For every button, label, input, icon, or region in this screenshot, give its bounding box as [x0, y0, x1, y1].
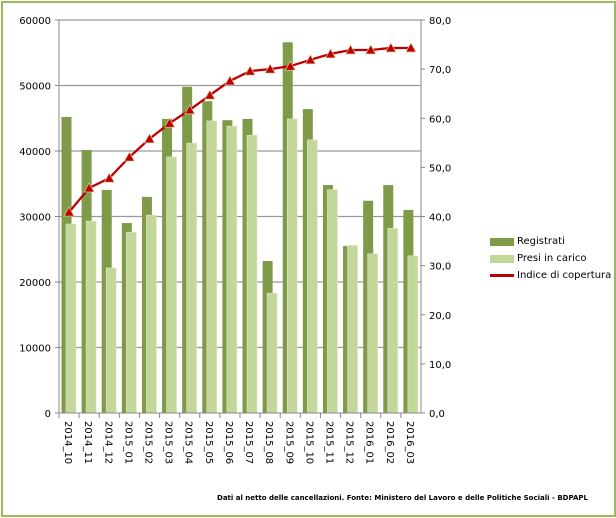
- x-tick-label: 2014_12: [102, 421, 113, 464]
- bar-presi-in-carico: [407, 255, 419, 414]
- y-left-tick-label: 60000: [19, 16, 51, 27]
- bar-presi-in-carico: [166, 156, 177, 414]
- x-tick-label: 2015_03: [163, 421, 174, 464]
- x-tick-label: 2015_07: [243, 421, 254, 464]
- legend: Registrati Presi in carico Indice di cop…: [490, 233, 611, 284]
- marker-indice: [103, 172, 115, 183]
- bar-presi-in-carico: [105, 267, 117, 414]
- x-tick-label: 2015_10: [303, 421, 314, 464]
- x-tick-label: 2015_12: [344, 421, 355, 464]
- marker-indice: [123, 151, 135, 162]
- legend-label: Indice di copertura: [517, 270, 612, 281]
- x-tick-label: 2015_01: [122, 421, 133, 464]
- marker-indice: [264, 63, 276, 74]
- bar-presi-in-carico: [126, 231, 137, 414]
- marker-indice: [345, 44, 357, 55]
- x-tick-label: 2015_06: [223, 421, 234, 464]
- bar-presi-in-carico: [327, 189, 338, 414]
- line-indice-di-copertura: [68, 46, 411, 213]
- bar-presi-in-carico: [206, 120, 218, 414]
- y-right-tick-label: 30,0: [429, 262, 451, 273]
- legend-item-indice: Indice di copertura: [490, 267, 611, 284]
- legend-item-registrati: Registrati: [490, 233, 611, 250]
- bar-presi-in-carico: [307, 139, 318, 414]
- y-right-tick-label: 70,0: [429, 65, 451, 76]
- marker-indice: [224, 75, 236, 86]
- y-right-tick-label: 20,0: [429, 311, 451, 322]
- x-tick-label: 2014_10: [62, 421, 73, 464]
- bar-presi-in-carico: [347, 245, 358, 414]
- bar-presi-in-carico: [146, 214, 157, 414]
- legend-item-presi: Presi in carico: [490, 250, 611, 267]
- x-tick-label: 2016_01: [364, 421, 375, 464]
- marker-indice: [184, 104, 196, 115]
- y-right-tick-label: 10,0: [429, 360, 451, 371]
- x-tick-label: 2014_11: [82, 421, 93, 464]
- x-tick-label: 2015_05: [203, 421, 214, 464]
- marker-indice: [83, 182, 95, 193]
- y-left-tick-label: 30000: [19, 213, 51, 224]
- bar-presi-in-carico: [367, 253, 378, 414]
- x-tick-label: 2015_02: [143, 421, 154, 464]
- marker-indice: [324, 48, 337, 59]
- bar-presi-in-carico: [65, 223, 77, 414]
- legend-label: Presi in carico: [517, 253, 587, 264]
- legend-swatch: [490, 237, 514, 246]
- legend-swatch: [490, 274, 514, 277]
- x-tick-label: 2016_03: [404, 421, 415, 464]
- y-right-tick-label: 0,0: [429, 409, 445, 420]
- y-right-tick-label: 40,0: [429, 213, 451, 224]
- y-right-tick-label: 60,0: [429, 114, 451, 125]
- y-right-tick-label: 50,0: [429, 163, 451, 174]
- bar-presi-in-carico: [226, 125, 238, 414]
- bar-presi-in-carico: [186, 142, 197, 414]
- x-tick-label: 2015_04: [183, 421, 194, 464]
- marker-indice: [244, 65, 256, 76]
- y-left-tick-label: 0: [45, 409, 51, 420]
- marker-indice: [304, 54, 316, 65]
- footnote: Dati al netto delle cancellazioni. Fonte…: [217, 494, 588, 502]
- y-left-tick-label: 20000: [19, 278, 51, 289]
- marker-indice: [143, 133, 156, 144]
- legend-label: Registrati: [517, 236, 565, 247]
- x-tick-label: 2015_08: [263, 421, 274, 464]
- x-tick-label: 2015_09: [283, 421, 294, 464]
- bar-presi-in-carico: [286, 118, 298, 414]
- marker-indice: [405, 42, 417, 53]
- y-right-tick-label: 80,0: [429, 16, 451, 27]
- marker-indice: [365, 44, 377, 55]
- marker-indice: [63, 206, 75, 217]
- legend-swatch: [490, 254, 514, 263]
- y-left-tick-label: 50000: [19, 82, 51, 93]
- x-tick-label: 2016_02: [384, 421, 395, 464]
- marker-indice: [284, 60, 296, 71]
- bar-presi-in-carico: [85, 220, 97, 414]
- bar-presi-in-carico: [246, 134, 258, 414]
- bar-presi-in-carico: [387, 227, 399, 414]
- x-tick-label: 2015_11: [324, 421, 335, 464]
- y-left-tick-label: 40000: [19, 147, 51, 158]
- marker-indice: [385, 42, 397, 53]
- marker-indice: [164, 117, 176, 128]
- y-left-tick-label: 10000: [19, 344, 51, 355]
- bar-presi-in-carico: [266, 292, 278, 414]
- marker-indice: [204, 89, 216, 100]
